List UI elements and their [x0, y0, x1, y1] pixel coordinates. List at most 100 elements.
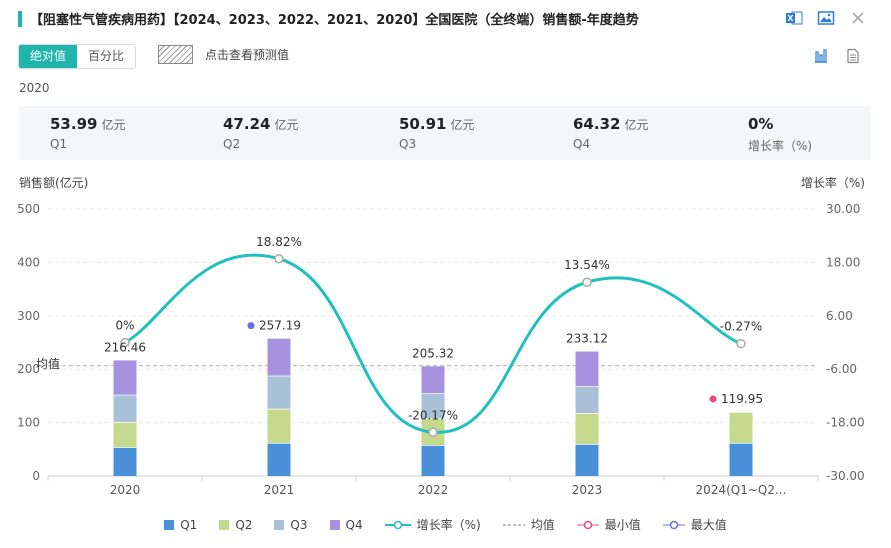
bar-segment-q2 — [575, 412, 599, 444]
view-icons — [813, 48, 863, 66]
legend-label: 最小值 — [604, 518, 641, 532]
growth-point — [736, 338, 746, 349]
chart-legend: Q1 Q2 Q3 Q4 增长率（%) 均值 最小值 最大值 — [0, 516, 891, 533]
page-title: 【阻塞性气管疾病用药】【2024、2023、2022、2021、2020】全国医… — [30, 13, 639, 28]
y2-tick-label: 18.00 — [826, 255, 860, 269]
growth-label: -20.17% — [408, 408, 458, 422]
bar-segment-q3 — [575, 386, 599, 413]
growth-point — [582, 277, 592, 287]
title-bar: 【阻塞性气管疾病用药】【2024、2023、2022、2021、2020】全国医… — [18, 9, 639, 28]
title-accent — [18, 10, 22, 27]
summary-card-q1: 53.99 亿元 Q1 — [50, 114, 125, 151]
y-axis-title: 销售额(亿元) — [19, 176, 89, 190]
legend-item-average[interactable]: 均值 — [502, 516, 555, 533]
bar-segment-q1 — [113, 447, 137, 476]
max-marker — [247, 322, 255, 330]
top-icons: X — [785, 9, 867, 27]
card-label: Q1 — [50, 137, 68, 151]
min-marker — [709, 395, 717, 403]
x-tick-label: 2023 — [572, 483, 603, 497]
growth-label: -0.27% — [720, 320, 762, 334]
legend-swatch — [164, 519, 175, 530]
card-value: 64.32 — [573, 115, 621, 133]
legend-item-q1[interactable]: Q1 — [164, 516, 197, 533]
y-tick-label: 100 — [17, 416, 40, 430]
average-label: 均值 — [36, 356, 60, 371]
legend-item-min[interactable]: 最小值 — [576, 516, 641, 533]
absolute-value-button[interactable]: 绝对值 — [19, 45, 78, 68]
forecast-toggle[interactable]: 点击查看预测值 — [158, 45, 289, 64]
close-icon[interactable] — [849, 9, 867, 27]
growth-label: 13.54% — [564, 258, 610, 272]
legend-label: 增长率（%) — [416, 518, 481, 532]
total-label: 233.12 — [566, 332, 608, 346]
bar-segment-q1 — [729, 442, 753, 476]
value-mode-toggle: 绝对值 百分比 — [18, 44, 137, 69]
legend-swatch — [329, 519, 340, 530]
bar-segment-q3 — [113, 394, 137, 422]
image-export-icon[interactable] — [817, 9, 835, 27]
legend-swatch — [219, 519, 230, 530]
legend-item-q3[interactable]: Q3 — [274, 516, 308, 533]
card-value: 50.91 — [399, 115, 447, 133]
legend-item-max[interactable]: 最大值 — [662, 516, 727, 533]
growth-point — [428, 427, 438, 438]
x-tick-label: 2020 — [110, 483, 141, 497]
card-label: Q4 — [573, 137, 591, 151]
growth-label: 0% — [115, 319, 134, 333]
y2-tick-label: -30.00 — [826, 469, 865, 483]
card-value: 53.99 — [50, 115, 98, 133]
card-label: 增长率（%) — [748, 139, 813, 153]
card-label: Q2 — [223, 137, 241, 151]
legend-label: Q4 — [345, 517, 363, 532]
x-tick-label: 2024(Q1~Q2... — [696, 483, 787, 497]
bar-segment-q4 — [113, 360, 137, 395]
y-tick-label: 200 — [17, 362, 40, 376]
legend-label: 均值 — [530, 518, 555, 532]
growth-point — [120, 337, 130, 348]
x-tick-label: 2022 — [418, 483, 449, 497]
summary-card-growth: 0% 增长率（%) — [748, 114, 812, 154]
card-unit: 亿元 — [101, 118, 126, 132]
card-value: 0% — [748, 115, 774, 133]
y2-tick-label: -18.00 — [826, 416, 865, 430]
summary-card-q3: 50.91 亿元 Q3 — [399, 114, 474, 151]
legend-dash-icon — [502, 523, 525, 526]
forecast-hatch-icon — [158, 45, 193, 64]
card-unit: 亿元 — [624, 118, 649, 132]
bar-segment-q4 — [267, 338, 291, 376]
total-label: 257.19 — [259, 319, 301, 333]
y2-tick-label: 6.00 — [826, 309, 853, 323]
forecast-label: 点击查看预测值 — [205, 48, 290, 62]
bar-segment-q4 — [421, 366, 445, 394]
growth-point — [274, 254, 284, 264]
total-label: 119.95 — [721, 392, 763, 406]
summary-card-q4: 64.32 亿元 Q4 — [573, 114, 648, 151]
total-label: 216.46 — [104, 340, 146, 354]
legend-item-q4[interactable]: Q4 — [329, 516, 363, 533]
y2-axis-title: 增长率（%) — [800, 176, 865, 190]
bar-chart-icon[interactable] — [813, 48, 831, 66]
legend-item-q2[interactable]: Q2 — [219, 516, 252, 533]
legend-max-icon — [662, 520, 685, 529]
y-tick-label: 400 — [17, 255, 40, 269]
y2-tick-label: -6.00 — [826, 362, 857, 376]
card-value: 47.24 — [223, 115, 271, 133]
y-tick-label: 500 — [17, 202, 40, 216]
excel-export-icon[interactable]: X — [785, 9, 803, 27]
summary-card-q2: 47.24 亿元 Q2 — [223, 114, 298, 151]
summary-panel: 53.99 亿元 Q1 47.24 亿元 Q2 50.91 亿元 Q3 64.32 亿元… — [19, 106, 871, 160]
bar-segment-q2 — [729, 411, 753, 443]
table-view-icon[interactable] — [845, 48, 863, 66]
y-tick-label: 0 — [32, 469, 40, 483]
card-label: Q3 — [399, 137, 417, 151]
legend-swatch — [274, 519, 285, 530]
bar-segment-q2 — [113, 421, 137, 448]
card-unit: 亿元 — [450, 118, 475, 132]
percentage-button[interactable]: 百分比 — [77, 45, 136, 68]
legend-item-growth[interactable]: 增长率（%) — [384, 516, 481, 533]
legend-line-circle-icon — [384, 520, 411, 529]
bar-segment-q1 — [421, 445, 445, 476]
summary-year: 2020 — [19, 81, 50, 95]
